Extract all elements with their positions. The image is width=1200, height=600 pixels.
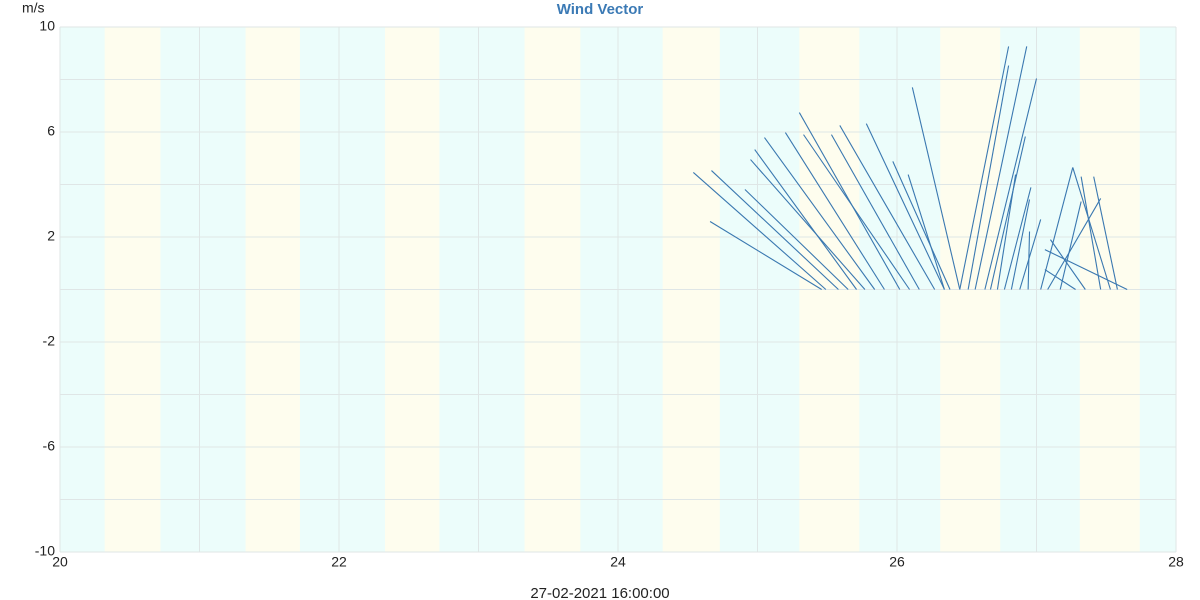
- wind-vector: [692, 172, 827, 290]
- wind-vector: [1047, 198, 1102, 290]
- y-tick-label: 10: [39, 18, 55, 34]
- wind-vector: [744, 189, 849, 290]
- wind-vector: [974, 46, 1028, 290]
- y-unit: m/s: [22, 0, 45, 16]
- wind-vector: [1049, 239, 1086, 290]
- wind-vector: [1093, 176, 1118, 290]
- wind-vector: [1019, 219, 1042, 290]
- x-tick-label: 22: [331, 554, 347, 570]
- wind-vector: [764, 137, 876, 290]
- wind-vector: [1003, 187, 1032, 290]
- y-tick-label: 6: [47, 123, 55, 139]
- wind-vector: [709, 221, 822, 290]
- wind-vector: [865, 123, 945, 290]
- wind-vector: [1027, 231, 1031, 290]
- y-tick-label: -2: [43, 333, 56, 349]
- wind-vector: [989, 136, 1026, 290]
- wind-vector: [907, 174, 945, 290]
- wind-vector: [711, 170, 839, 290]
- wind-vector: [750, 159, 866, 290]
- wind-vector: [839, 125, 936, 290]
- x-axis-label: 27-02-2021 16:00:00: [530, 585, 669, 600]
- wind-vector: [911, 87, 961, 290]
- wind-vector: [754, 149, 857, 290]
- x-tick-label: 28: [1168, 554, 1184, 570]
- wind-vector: [996, 174, 1017, 290]
- y-tick-label: 2: [47, 228, 55, 244]
- x-tick-label: 20: [52, 554, 68, 570]
- wind-vector: [1044, 249, 1128, 290]
- wind-vector: [984, 78, 1038, 290]
- wind-vector: [1080, 176, 1102, 290]
- wind-vector: [1040, 167, 1074, 290]
- y-tick-label: -6: [43, 438, 56, 454]
- wind-vector: [784, 132, 885, 290]
- wind-vector: [1044, 269, 1076, 290]
- wind-vector: [1059, 201, 1082, 290]
- wind-vector: [959, 46, 1010, 290]
- wind-vector: [1010, 199, 1031, 290]
- x-tick-label: 24: [610, 554, 626, 570]
- y-tick-label: -10: [35, 543, 55, 559]
- wind-vector: [967, 65, 1010, 290]
- wind-vector: [1072, 167, 1111, 290]
- x-tick-label: 26: [889, 554, 905, 570]
- wind-vector: [803, 134, 911, 290]
- chart-title: Wind Vector: [557, 1, 644, 18]
- wind-vector: [830, 134, 920, 290]
- wind-vector: [892, 161, 951, 290]
